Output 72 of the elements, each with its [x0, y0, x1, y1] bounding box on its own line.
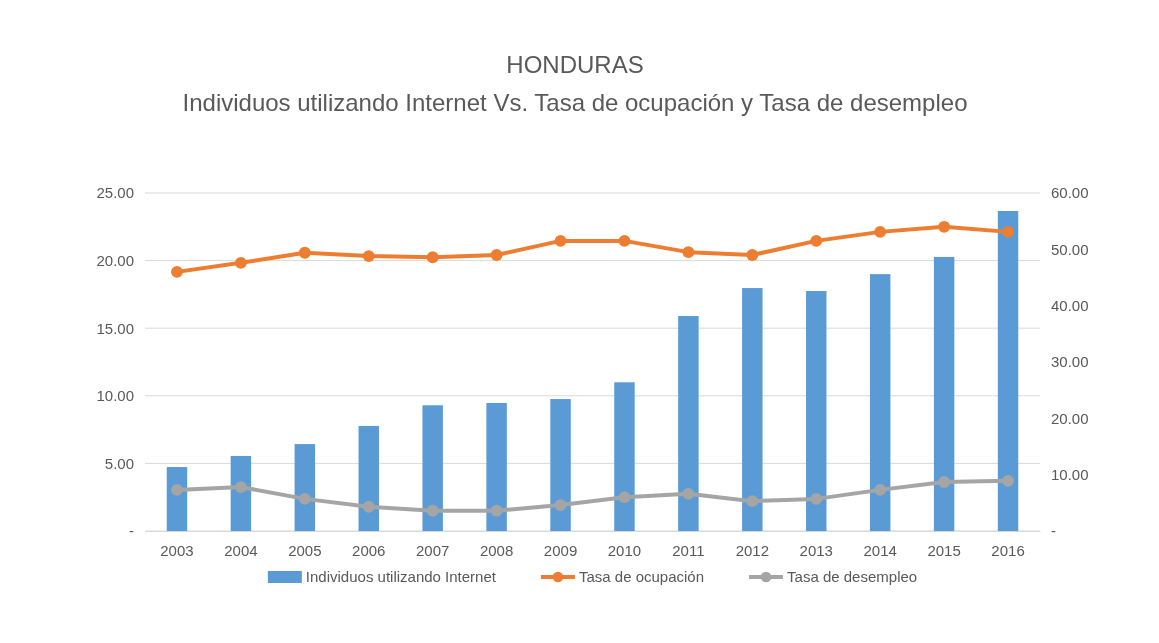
point [618, 234, 631, 247]
point [234, 256, 247, 269]
y-tick-label: - [129, 522, 134, 540]
x-tick-label: 2011 [672, 541, 705, 559]
point [490, 504, 503, 517]
point [234, 481, 247, 493]
y-tick-label: 20.00 [96, 251, 134, 269]
point [810, 492, 823, 505]
bar [678, 316, 699, 531]
x-tick-label: 2012 [735, 541, 770, 559]
point [554, 499, 567, 511]
legend-label: Tasa de desempleo [787, 568, 918, 585]
legend-label: Tasa de ocupación [578, 568, 705, 585]
x-tick-label: 2004 [224, 541, 258, 559]
point [938, 220, 951, 233]
point [746, 495, 759, 508]
y-tick-label: 5.00 [104, 454, 134, 472]
point [874, 225, 887, 238]
bar [742, 288, 763, 531]
bar [358, 425, 379, 531]
chart-subtitle: Individuos utilizando Internet Vs. Tasa de ocupación y Tasa de desempleo [182, 89, 968, 116]
point [362, 250, 375, 262]
bar [422, 405, 443, 531]
point [618, 491, 631, 504]
bar [550, 399, 571, 531]
y-tick-label: 25.00 [96, 184, 134, 202]
bar [997, 210, 1019, 531]
point [746, 249, 759, 261]
x-tick-label: 2003 [160, 541, 194, 559]
bar [806, 291, 827, 531]
point [298, 492, 311, 505]
y-tick-label: 15.00 [96, 319, 134, 337]
point [171, 265, 183, 278]
bar [869, 274, 891, 531]
point [426, 504, 439, 517]
y2-tick-label: 60.00 [1051, 184, 1089, 202]
point [1002, 474, 1014, 487]
y2-tick-label: 50.00 [1051, 240, 1089, 258]
point [682, 246, 695, 259]
x-tick-label: 2016 [991, 541, 1025, 559]
y2-tick-label: 40.00 [1051, 296, 1089, 314]
bar [933, 256, 955, 531]
bar [294, 444, 316, 531]
bar [614, 382, 635, 531]
x-tick-label: 2010 [607, 541, 642, 559]
point [426, 251, 439, 264]
x-tick-label: 2015 [927, 541, 961, 559]
x-tick-label: 2008 [479, 541, 514, 559]
y-tick-label: 10.00 [96, 387, 134, 405]
bar [486, 402, 507, 531]
y2-tick-label: 30.00 [1051, 353, 1089, 371]
x-tick-label: 2007 [415, 541, 450, 559]
x-tick-label: 2005 [288, 541, 322, 559]
point [554, 234, 567, 247]
y2-tick-label: 10.00 [1051, 465, 1089, 483]
point [298, 246, 311, 259]
x-tick-label: 2014 [863, 541, 897, 559]
x-tick-label: 2006 [352, 541, 386, 559]
point [810, 234, 823, 247]
point [938, 476, 951, 488]
point [490, 249, 503, 261]
chart-title: HONDURAS [506, 51, 644, 78]
point [1002, 225, 1014, 238]
x-tick-label: 2009 [543, 541, 578, 559]
y2-tick-label: 20.00 [1051, 409, 1089, 427]
point [874, 483, 887, 496]
point [682, 487, 695, 500]
x-tick-label: 2013 [799, 541, 833, 559]
point [362, 500, 375, 513]
y2-tick-label: - [1051, 522, 1056, 540]
legend-label: Individuos utilizando Internet [305, 568, 497, 585]
point [171, 483, 183, 496]
